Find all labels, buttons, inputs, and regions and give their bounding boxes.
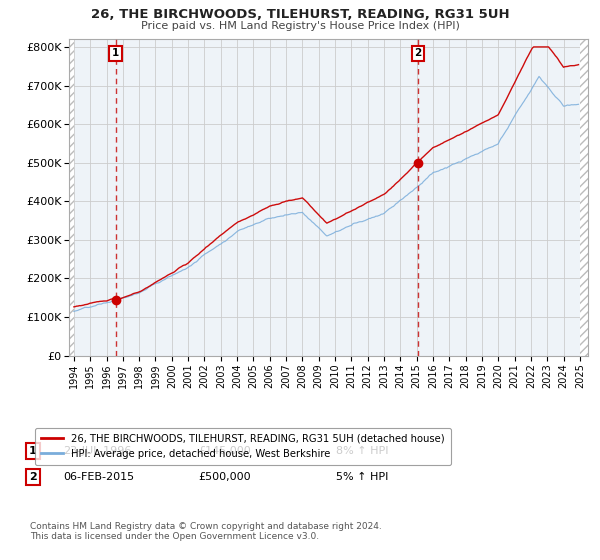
- Text: 2: 2: [415, 48, 422, 58]
- Text: 23-JUL-1996: 23-JUL-1996: [63, 446, 131, 456]
- Text: £500,000: £500,000: [198, 472, 251, 482]
- Text: 26, THE BIRCHWOODS, TILEHURST, READING, RG31 5UH: 26, THE BIRCHWOODS, TILEHURST, READING, …: [91, 8, 509, 21]
- Legend: 26, THE BIRCHWOODS, TILEHURST, READING, RG31 5UH (detached house), HPI: Average : 26, THE BIRCHWOODS, TILEHURST, READING, …: [35, 428, 451, 465]
- Text: 2: 2: [29, 472, 37, 482]
- Text: 5% ↑ HPI: 5% ↑ HPI: [336, 472, 388, 482]
- Bar: [69, 39, 74, 356]
- Text: 8% ↑ HPI: 8% ↑ HPI: [336, 446, 389, 456]
- Text: 06-FEB-2015: 06-FEB-2015: [63, 472, 134, 482]
- Text: Price paid vs. HM Land Registry's House Price Index (HPI): Price paid vs. HM Land Registry's House …: [140, 21, 460, 31]
- Text: £145,000: £145,000: [198, 446, 251, 456]
- Text: 1: 1: [112, 48, 119, 58]
- Bar: [580, 39, 588, 356]
- Text: Contains HM Land Registry data © Crown copyright and database right 2024.
This d: Contains HM Land Registry data © Crown c…: [30, 522, 382, 542]
- Text: 1: 1: [29, 446, 37, 456]
